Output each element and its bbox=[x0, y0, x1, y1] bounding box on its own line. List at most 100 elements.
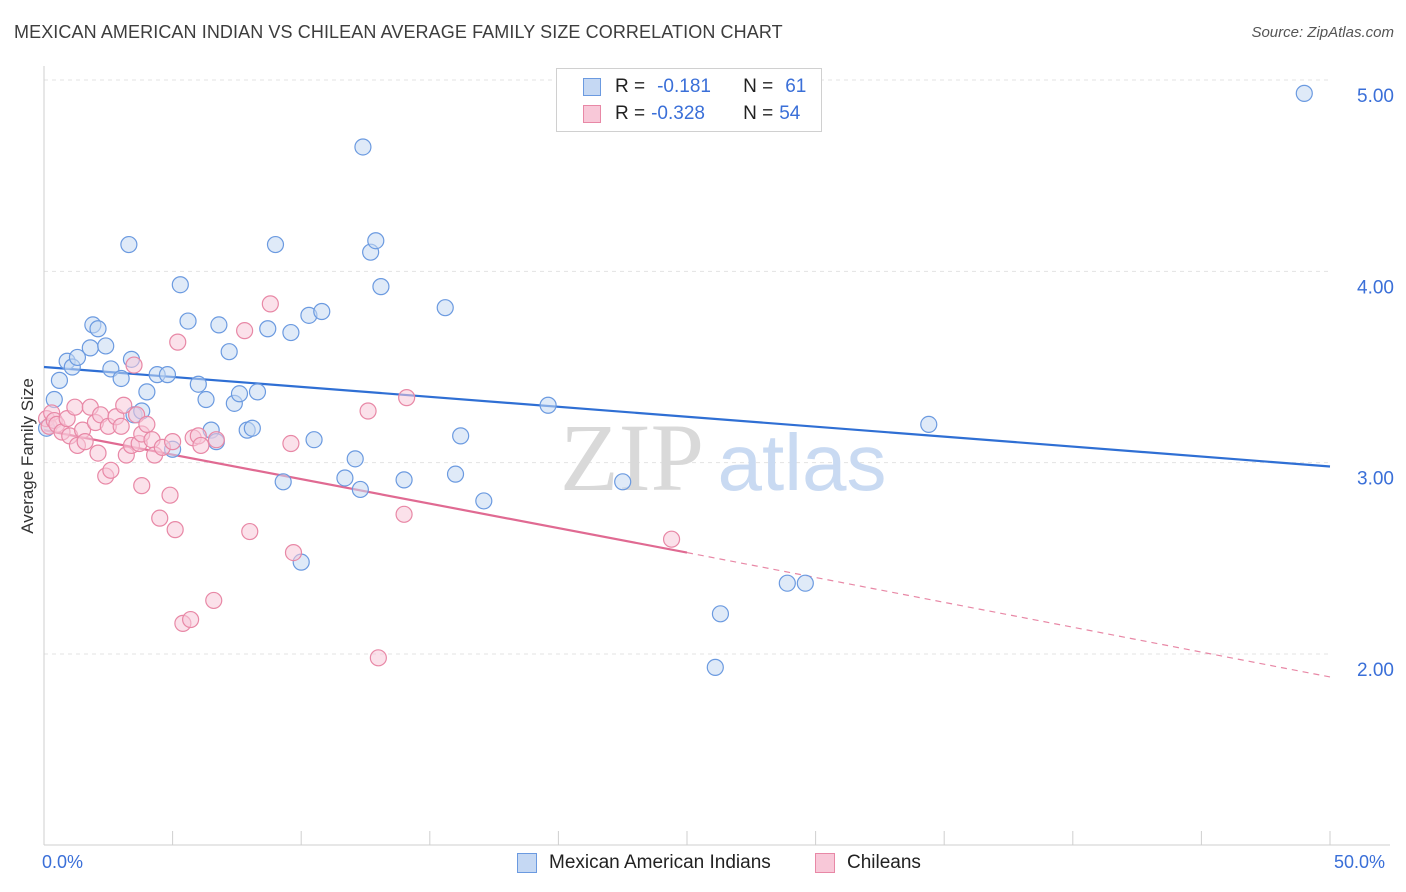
point-chileans bbox=[182, 610, 200, 629]
point-chileans bbox=[102, 461, 120, 479]
point-chileans bbox=[166, 521, 184, 539]
point-mexican-american-indians bbox=[189, 375, 207, 393]
point-mexican-american-indians bbox=[97, 337, 115, 355]
legend-n-label: N = bbox=[743, 76, 774, 97]
point-chileans bbox=[115, 396, 133, 414]
point-mexican-american-indians bbox=[259, 320, 277, 338]
point-chileans bbox=[164, 433, 182, 451]
legend-r-label: R = bbox=[615, 103, 646, 124]
point-chileans bbox=[395, 505, 413, 523]
point-mexican-american-indians bbox=[920, 415, 938, 433]
point-chileans bbox=[359, 402, 377, 420]
legend-r-value: -0.181 bbox=[657, 76, 711, 97]
trend-line-dashed-1 bbox=[686, 552, 1331, 678]
point-chileans bbox=[207, 431, 225, 449]
point-mexican-american-indians bbox=[446, 465, 465, 483]
point-mexican-american-indians bbox=[210, 316, 228, 334]
point-mexican-american-indians bbox=[197, 390, 215, 409]
point-mexican-american-indians bbox=[367, 232, 385, 250]
point-mexican-american-indians bbox=[248, 383, 267, 401]
point-mexican-american-indians bbox=[706, 658, 724, 676]
point-chileans bbox=[66, 398, 84, 416]
legend-swatch-pink bbox=[583, 105, 601, 123]
point-chileans bbox=[369, 649, 387, 667]
legend-n-value: 61 bbox=[785, 76, 807, 97]
x-tick-label-min: 0.0% bbox=[42, 852, 84, 872]
point-mexican-american-indians bbox=[711, 605, 730, 623]
point-chileans bbox=[76, 433, 94, 451]
point-mexican-american-indians bbox=[395, 471, 413, 489]
point-mexican-american-indians bbox=[230, 385, 249, 403]
point-mexican-american-indians bbox=[138, 383, 156, 401]
point-mexican-american-indians bbox=[171, 276, 189, 294]
point-chileans bbox=[151, 509, 169, 527]
point-chileans bbox=[125, 356, 143, 374]
point-mexican-american-indians bbox=[796, 574, 814, 592]
y-axis-label: Average Family Size bbox=[18, 378, 37, 534]
bottom-legend-label-mexican: Mexican American Indians bbox=[549, 852, 771, 873]
point-mexican-american-indians bbox=[539, 396, 557, 414]
point-mexican-american-indians bbox=[436, 299, 454, 317]
point-chileans bbox=[236, 322, 254, 340]
chart-source: Source: ZipAtlas.com bbox=[1251, 24, 1394, 41]
point-chileans bbox=[398, 389, 416, 407]
point-chileans bbox=[192, 436, 210, 455]
chart-title: MEXICAN AMERICAN INDIAN VS CHILEAN AVERA… bbox=[14, 22, 783, 42]
point-chileans bbox=[161, 486, 179, 504]
point-mexican-american-indians bbox=[614, 473, 632, 491]
y-tick-label: 5.00 bbox=[1357, 86, 1394, 107]
point-mexican-american-indians bbox=[351, 480, 369, 499]
point-chileans bbox=[138, 415, 156, 433]
point-mexican-american-indians bbox=[89, 320, 107, 338]
point-mexican-american-indians bbox=[50, 371, 69, 389]
axes bbox=[43, 66, 1390, 846]
point-mexican-american-indians bbox=[112, 369, 130, 388]
y-tick-label: 2.00 bbox=[1357, 660, 1394, 681]
point-mexican-american-indians bbox=[1295, 84, 1313, 102]
point-mexican-american-indians bbox=[220, 343, 238, 361]
point-mexican-american-indians bbox=[336, 469, 354, 487]
point-mexican-american-indians bbox=[282, 323, 300, 342]
point-chileans bbox=[169, 333, 187, 351]
legend-r-value: -0.328 bbox=[651, 103, 705, 124]
point-chileans bbox=[112, 417, 130, 435]
point-chileans bbox=[89, 444, 107, 462]
point-chileans bbox=[241, 522, 259, 541]
legend-n-label: N = bbox=[743, 103, 774, 124]
point-mexican-american-indians bbox=[274, 473, 292, 491]
bottom-legend-swatch-pink bbox=[815, 853, 835, 873]
legend-row-mexican: R = -0.181 N = 61 bbox=[583, 74, 806, 100]
bottom-legend-swatch-blue bbox=[517, 853, 537, 873]
point-chileans bbox=[205, 591, 223, 610]
point-mexican-american-indians bbox=[81, 339, 99, 357]
point-chileans bbox=[133, 477, 151, 495]
point-mexican-american-indians bbox=[475, 492, 493, 510]
point-mexican-american-indians bbox=[313, 302, 331, 321]
point-mexican-american-indians bbox=[120, 235, 138, 254]
point-mexican-american-indians bbox=[372, 278, 390, 296]
watermark-atlas: atlas bbox=[718, 418, 887, 507]
point-chileans bbox=[284, 543, 303, 562]
watermark-zip: ZIP bbox=[560, 404, 704, 511]
point-mexican-american-indians bbox=[452, 427, 470, 445]
bottom-legend-mexican: Mexican American Indians bbox=[517, 852, 771, 874]
point-mexican-american-indians bbox=[354, 138, 372, 156]
y-tick-label: 3.00 bbox=[1357, 469, 1394, 490]
point-mexican-american-indians bbox=[243, 419, 261, 437]
x-tick-label-max: 50.0% bbox=[1334, 852, 1386, 872]
legend-n-value: 54 bbox=[779, 103, 801, 124]
y-tick-label: 4.00 bbox=[1357, 277, 1394, 298]
point-mexican-american-indians bbox=[346, 450, 364, 468]
legend-row-chileans: R = -0.328 N = 54 bbox=[583, 101, 800, 127]
point-chileans bbox=[662, 530, 681, 548]
bottom-legend-chileans: Chileans bbox=[815, 852, 921, 874]
legend-r-label: R = bbox=[615, 76, 646, 97]
point-mexican-american-indians bbox=[778, 574, 796, 592]
point-mexican-american-indians bbox=[266, 235, 285, 254]
point-mexican-american-indians bbox=[68, 348, 87, 367]
gridlines bbox=[44, 79, 1330, 655]
y-tick-labels: 2.00 3.00 4.00 5.00 bbox=[1357, 86, 1394, 681]
correlation-legend: R = -0.181 N = 61 R = -0.328 N = 54 bbox=[556, 68, 822, 132]
point-chileans bbox=[261, 295, 279, 313]
